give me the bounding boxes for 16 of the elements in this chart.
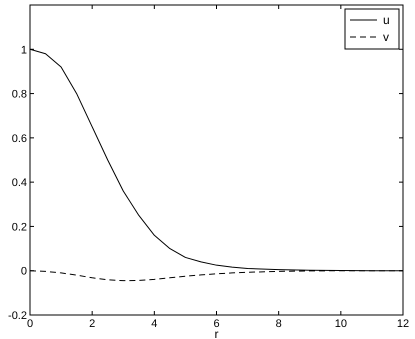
x-tick-label: 2 xyxy=(89,318,96,330)
y-tick-label: 0 xyxy=(20,266,27,278)
x-axis-title: r xyxy=(214,327,218,339)
legend-label: v xyxy=(383,30,389,44)
x-tick-label: 10 xyxy=(334,318,347,330)
y-tick-label: 1 xyxy=(20,44,27,56)
legend-label: u xyxy=(383,13,390,27)
y-tick-label: 0.8 xyxy=(12,88,27,101)
y-tick-label: 0.4 xyxy=(12,177,27,190)
x-tick-label: 6 xyxy=(213,318,220,330)
y-tick-label: 0.2 xyxy=(12,221,27,234)
y-tick-label: 0.6 xyxy=(12,132,27,145)
x-tick-label: 12 xyxy=(396,318,410,330)
y-tick-label: -0.2 xyxy=(8,310,27,322)
x-tick-label: 4 xyxy=(151,318,158,330)
x-tick-label: 8 xyxy=(276,318,282,330)
